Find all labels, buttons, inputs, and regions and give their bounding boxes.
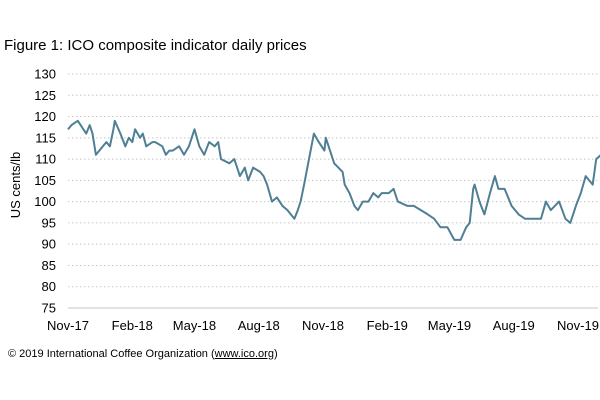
y-tick-label: 85: [42, 258, 56, 273]
y-tick-labels: 75 80 85 90 95 100 105 110 115 120 125 130: [34, 67, 56, 316]
ico-link[interactable]: www.ico.org: [214, 348, 274, 360]
y-tick-label: 115: [35, 130, 56, 145]
copyright-text: © 2019 International Coffee Organization…: [8, 348, 215, 360]
y-tick-label: 80: [42, 279, 56, 294]
y-tick-label: 100: [34, 194, 56, 209]
gridlines: [68, 73, 598, 309]
y-tick-label: 110: [35, 152, 56, 167]
y-tick-label: 75: [42, 301, 56, 316]
copyright-text-end: ): [273, 348, 278, 360]
x-tick-labels: Nov-17 Feb-18 May-18 Aug-18 Nov-18 Feb-19 May-…: [47, 318, 599, 333]
x-tick-label: Aug-19: [493, 318, 535, 333]
x-tick-label: Aug-18: [238, 318, 280, 333]
y-tick-label: 90: [42, 237, 56, 252]
x-tick-label: May-18: [173, 318, 216, 333]
y-tick-label: 95: [42, 215, 56, 230]
x-tick-label: May-19: [428, 318, 471, 333]
x-tick-label: Feb-19: [367, 318, 408, 333]
copyright-notice: © 2019 International Coffee Organization…: [8, 348, 278, 360]
chart-title: Figure 1: ICO composite indicator daily …: [4, 37, 307, 54]
y-tick-label: 130: [34, 67, 56, 82]
y-tick-label: 120: [34, 109, 56, 124]
x-tick-label: Nov-17: [47, 318, 89, 333]
series-group: [67, 119, 600, 241]
y-tick-label: 105: [34, 173, 56, 188]
y-axis-label: US cents/lb: [8, 152, 23, 218]
x-tick-label: Feb-18: [112, 318, 153, 333]
y-tick-label: 125: [34, 88, 56, 103]
x-tick-label: Nov-19: [557, 318, 599, 333]
price-line: [67, 119, 600, 241]
x-tick-label: Nov-18: [302, 318, 344, 333]
